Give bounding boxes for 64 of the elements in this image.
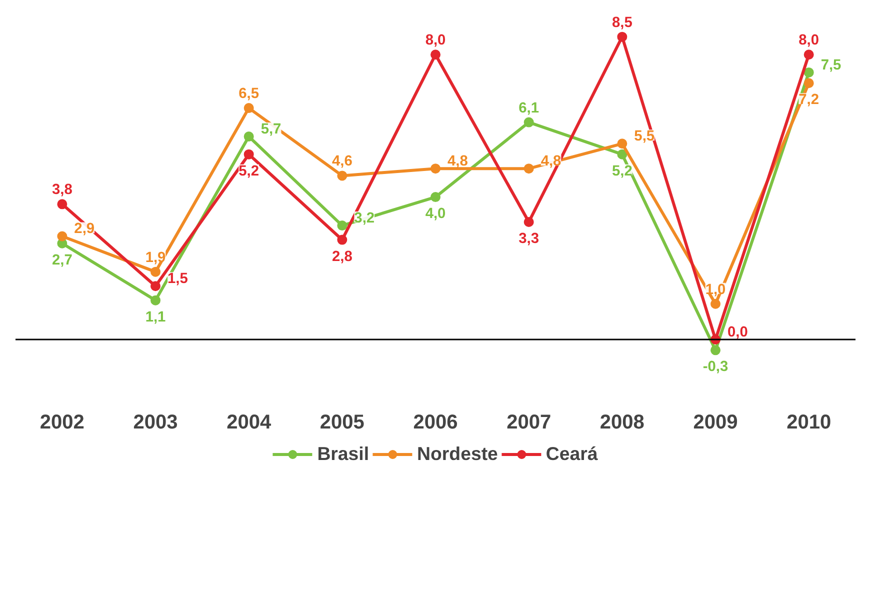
x-tick-label: 2010 [786,411,832,434]
point [710,345,720,356]
x-tick-label: 2009 [693,411,738,434]
data-label: 6,1 [518,100,540,116]
data-label: 3,2 [354,210,375,227]
legend-label: Ceará [546,443,598,465]
data-label: 3,8 [52,182,72,198]
data-label: 7,5 [820,57,842,74]
data-label: 5,5 [634,128,655,145]
x-tick-label: 2002 [40,411,84,434]
x-tick-label: 2003 [133,411,178,434]
point [337,220,348,231]
legend-label: Brasil [317,443,370,465]
data-label: 2,9 [74,221,95,238]
point [617,32,628,42]
point [524,216,534,227]
point [804,67,814,78]
x-tick-label: 2006 [413,411,458,434]
point [710,298,720,309]
point [337,234,348,245]
data-label: 2,8 [332,248,352,265]
point [430,50,440,60]
data-label: 4,8 [540,154,562,170]
data-label: 3,3 [518,230,540,247]
data-label: 4,0 [425,206,446,222]
point [244,132,254,142]
data-label: 1,9 [145,250,166,266]
data-label: 6,5 [238,86,260,102]
point [57,231,68,242]
data-label: 8,0 [798,32,820,49]
data-label: 5,2 [612,163,632,180]
data-label: 8,0 [425,32,446,49]
data-label: 5,7 [260,122,282,138]
point [150,281,160,292]
point [244,103,254,114]
data-label: 1,0 [705,282,726,298]
data-label: -0,3 [702,359,728,376]
point [524,117,534,128]
point [430,164,440,174]
data-label: 1,5 [168,271,188,288]
point [804,50,814,60]
point [617,138,628,149]
point [150,295,160,306]
legend-label: Nordeste [417,443,498,465]
data-label: 4,6 [332,154,352,170]
x-tick-label: 2004 [226,411,272,434]
point [337,170,348,181]
data-label: 2,7 [52,252,72,268]
point [617,149,628,160]
data-label: 1,1 [145,309,166,326]
x-tick-label: 2005 [320,411,364,434]
point [57,199,68,210]
point [804,78,814,88]
point [430,192,440,202]
data-label: 7,2 [798,92,820,108]
point [244,149,254,160]
x-tick-label: 2007 [506,411,552,434]
data-label: 0,0 [728,324,748,340]
data-label: 8,5 [612,14,632,31]
point [150,266,160,277]
data-label: 4,8 [448,154,468,170]
point [524,164,534,174]
data-label: 5,2 [238,163,260,180]
x-tick-label: 2008 [600,411,644,434]
